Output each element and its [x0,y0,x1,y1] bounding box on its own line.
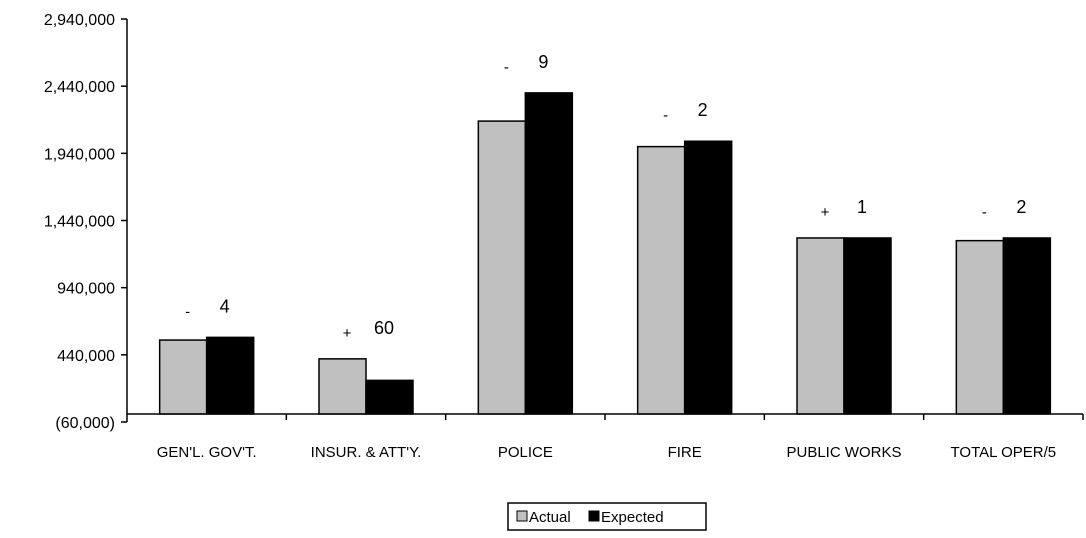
bar-expected [843,237,892,415]
annotation-sign: - [982,204,987,221]
annotation-sign: - [185,303,190,320]
bar-actual [955,239,1005,415]
x-tick-label: FIRE [668,444,702,461]
bar-actual [158,339,208,415]
annotation-sign: - [504,59,509,76]
bars [158,92,1052,415]
y-tick-label: (60,000) [55,415,115,432]
annotation-value: 4 [220,296,230,316]
x-tick-label: GEN'L. GOV'T. [157,444,257,461]
annotation-value: 2 [1016,197,1026,217]
y-tick-label: 2,440,000 [44,79,115,96]
bar-actual [318,358,367,415]
annotation-sign: + [821,204,830,221]
x-tick-label: POLICE [498,444,553,461]
annotation-value: 2 [698,100,708,120]
legend-label: Actual [529,509,571,526]
bar-actual [796,237,845,415]
bar-expected [683,140,733,415]
annotation-sign: - [663,107,668,124]
y-tick-label: 440,000 [57,348,115,365]
annotation-sign: + [343,325,352,342]
bar-actual [477,120,527,415]
x-tick-label: INSUR. & ATT'Y. [311,444,422,461]
x-tick-label: TOTAL OPER/5 [951,444,1057,461]
bar-expected [524,92,574,415]
x-tick-label: PUBLIC WORKS [786,444,901,461]
legend-box [507,502,707,531]
y-axis: (60,000) 440,000 940,000 1,440,000 1,940,000… [44,12,128,432]
annotation-value: 1 [857,197,867,217]
y-tick-label: 1,440,000 [44,214,115,231]
legend-swatch-expected [588,510,600,522]
bar-actual [636,145,686,415]
annotation-value: 9 [538,52,548,72]
legend-swatch-actual [516,510,528,522]
bar-expected [205,336,255,415]
y-tick-label: 940,000 [57,281,115,298]
bar-expected [365,379,414,415]
legend: Actual Expected [507,502,707,531]
bar-expected [1002,237,1052,415]
legend-label: Expected [601,509,664,526]
y-tick-label: 2,940,000 [44,12,115,29]
x-axis: GEN'L. GOV'T. INSUR. & ATT'Y. POLICE FIRE PU… [127,413,1084,461]
annotations: - 4 + 60 - 9 - 2 + 1 - 2 [185,52,1026,342]
y-tick-label: 1,940,000 [44,146,115,163]
annotation-value: 60 [374,318,394,338]
